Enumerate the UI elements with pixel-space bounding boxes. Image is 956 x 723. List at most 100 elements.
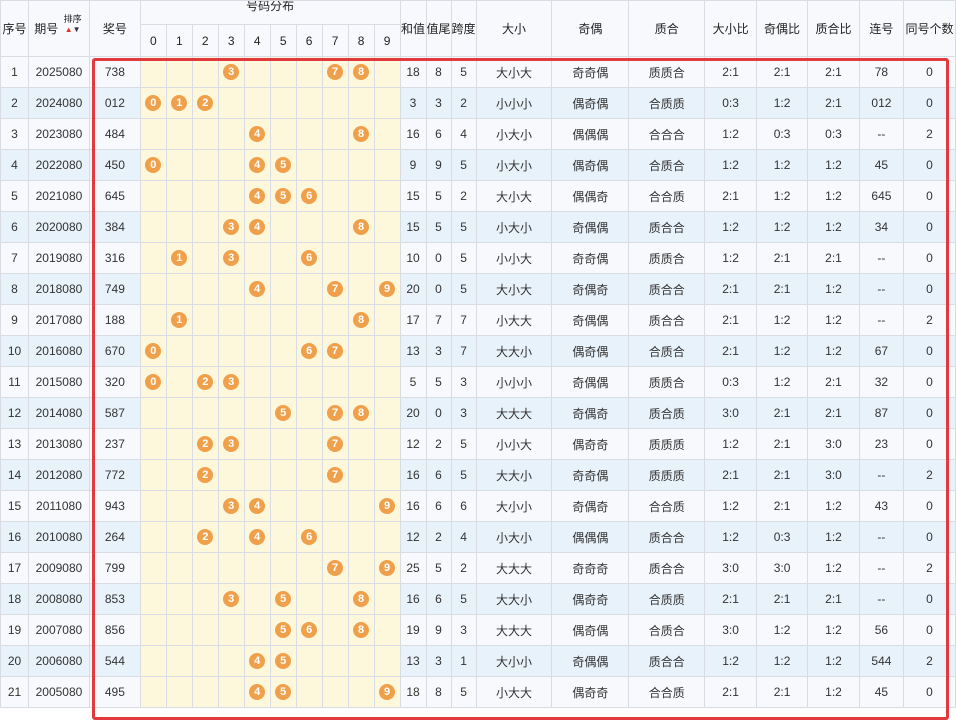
cell-sr: 3:0	[704, 397, 758, 429]
cell-qr: 1:2	[807, 149, 860, 181]
cell-digit-0	[139, 459, 167, 491]
cell-tail: 3	[425, 335, 452, 367]
sort-icon[interactable]: 排序 ▲▼	[62, 14, 84, 34]
digit-ball: 8	[353, 312, 370, 328]
cell-sr: 0:3	[704, 366, 758, 398]
cell-tail: 2	[425, 428, 452, 460]
cell-period: 2007080	[27, 614, 90, 646]
cell-idx: 10	[0, 335, 29, 367]
cell-sr: 1:2	[704, 521, 758, 553]
cell-cons: --	[858, 459, 904, 491]
cell-digit-3: 3	[217, 56, 245, 88]
digit-ball: 5	[275, 684, 292, 700]
cell-sum: 16	[399, 490, 427, 522]
digit-ball: 3	[223, 498, 240, 514]
cell-sr: 1:2	[704, 428, 758, 460]
cell-cons: --	[858, 521, 904, 553]
cell-cons: 56	[858, 614, 904, 646]
cell-digit-7: 7	[321, 273, 349, 305]
cell-digit-0	[139, 242, 167, 274]
header-size-ratio: 大小比	[704, 0, 758, 57]
digit-ball: 4	[249, 219, 266, 235]
cell-digit-1	[165, 366, 193, 398]
cell-qr: 2:1	[807, 397, 860, 429]
cell-idx: 15	[0, 490, 29, 522]
cell-parity: 奇偶奇	[551, 273, 630, 305]
cell-digit-1	[165, 180, 193, 212]
cell-digit-8: 8	[347, 614, 375, 646]
digit-ball: 7	[327, 560, 344, 576]
cell-digit-7	[321, 583, 349, 615]
cell-digit-8: 8	[347, 397, 375, 429]
cell-sr: 1:2	[704, 242, 758, 274]
cell-qr: 1:2	[807, 552, 860, 584]
cell-sr: 1:2	[704, 490, 758, 522]
cell-parity: 偶奇偶	[551, 335, 630, 367]
cell-idx: 14	[0, 459, 29, 491]
cell-digit-9	[373, 521, 401, 553]
table-row: 6 2020080 384 3 4 8 15 5 5 小大小 奇偶偶 质合合 1:2 1:2 1:2 34 0	[0, 211, 956, 243]
cell-size: 大大小	[475, 459, 553, 491]
cell-digit-6	[295, 118, 323, 150]
digit-ball: 8	[353, 64, 370, 80]
cell-prize: 587	[88, 397, 141, 429]
cell-parity: 奇偶偶	[551, 304, 630, 336]
cell-prize: 856	[88, 614, 141, 646]
cell-digit-9	[373, 242, 401, 274]
cell-digit-9	[373, 335, 401, 367]
cell-digit-6: 6	[295, 521, 323, 553]
cell-span: 5	[450, 428, 477, 460]
cell-digit-5: 5	[269, 180, 297, 212]
cell-span: 5	[450, 583, 477, 615]
cell-idx: 16	[0, 521, 29, 553]
cell-prize: 943	[88, 490, 141, 522]
cell-span: 5	[450, 242, 477, 274]
cell-period: 2014080	[27, 397, 90, 429]
digit-ball: 0	[145, 374, 162, 390]
cell-digit-9: 9	[373, 273, 401, 305]
digit-ball: 0	[145, 157, 162, 173]
cell-digit-2	[191, 180, 219, 212]
cell-digit-9	[373, 366, 401, 398]
cell-span: 2	[450, 552, 477, 584]
cell-tail: 5	[425, 366, 452, 398]
cell-digit-3: 3	[217, 583, 245, 615]
cell-digit-7	[321, 614, 349, 646]
cell-cons: 78	[858, 56, 904, 88]
cell-qr: 1:2	[807, 335, 860, 367]
cell-digit-6	[295, 490, 323, 522]
cell-pr: 1:2	[756, 366, 809, 398]
cell-digit-4: 4	[243, 521, 271, 553]
cell-sr: 3:0	[704, 614, 758, 646]
cell-digit-6	[295, 645, 323, 677]
cell-qr: 1:2	[807, 645, 860, 677]
cell-span: 5	[450, 211, 477, 243]
digit-ball: 7	[327, 343, 344, 359]
cell-digit-5	[269, 335, 297, 367]
cell-digit-0	[139, 211, 167, 243]
cell-digit-4	[243, 335, 271, 367]
cell-prime: 质合合	[628, 304, 706, 336]
header-period[interactable]: 期号 排序 ▲▼	[27, 0, 90, 57]
digit-ball: 2	[197, 467, 214, 483]
cell-period: 2023080	[27, 118, 90, 150]
cell-digit-3	[217, 645, 245, 677]
table-row: 8 2018080 749 4 7 9 20 0 5 大小大 奇偶奇 质合合 2:1 2:1 1:2 -- 0	[0, 273, 956, 305]
cell-digit-2	[191, 211, 219, 243]
cell-digit-9	[373, 211, 401, 243]
digit-ball: 8	[353, 126, 370, 142]
cell-span: 3	[450, 397, 477, 429]
cell-sr: 0:3	[704, 87, 758, 119]
cell-qr: 2:1	[807, 583, 860, 615]
cell-idx: 4	[0, 149, 29, 181]
cell-parity: 偶奇偶	[551, 87, 630, 119]
cell-pr: 0:3	[756, 118, 809, 150]
cell-same: 0	[902, 335, 956, 367]
cell-sr: 2:1	[704, 676, 758, 708]
cell-digit-6	[295, 366, 323, 398]
cell-digit-7	[321, 645, 349, 677]
cell-digit-2	[191, 490, 219, 522]
cell-idx: 17	[0, 552, 29, 584]
cell-size: 小大小	[475, 521, 553, 553]
cell-digit-6	[295, 676, 323, 708]
